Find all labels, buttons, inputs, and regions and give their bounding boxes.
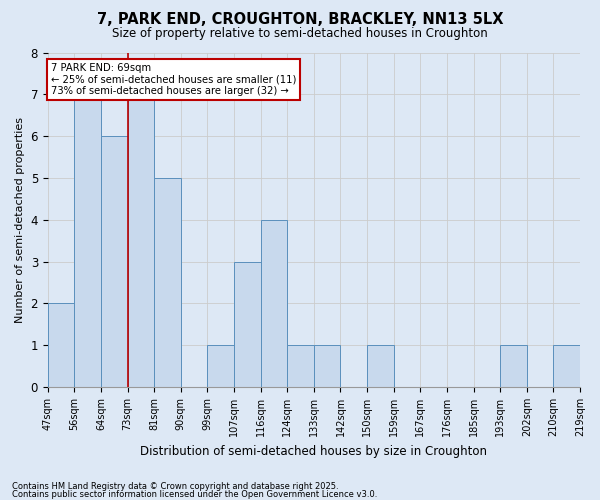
- Bar: [260, 220, 287, 387]
- Bar: [367, 345, 394, 387]
- Bar: [553, 345, 580, 387]
- Text: 7 PARK END: 69sqm
← 25% of semi-detached houses are smaller (11)
73% of semi-det: 7 PARK END: 69sqm ← 25% of semi-detached…: [51, 63, 296, 96]
- Bar: [234, 262, 260, 387]
- Bar: [500, 345, 527, 387]
- Text: Contains HM Land Registry data © Crown copyright and database right 2025.: Contains HM Land Registry data © Crown c…: [12, 482, 338, 491]
- X-axis label: Distribution of semi-detached houses by size in Croughton: Distribution of semi-detached houses by …: [140, 444, 487, 458]
- Bar: [74, 94, 101, 387]
- Text: Contains public sector information licensed under the Open Government Licence v3: Contains public sector information licen…: [12, 490, 377, 499]
- Bar: [128, 94, 154, 387]
- Bar: [101, 136, 128, 387]
- Text: Size of property relative to semi-detached houses in Croughton: Size of property relative to semi-detach…: [112, 28, 488, 40]
- Bar: [208, 345, 234, 387]
- Text: 7, PARK END, CROUGHTON, BRACKLEY, NN13 5LX: 7, PARK END, CROUGHTON, BRACKLEY, NN13 5…: [97, 12, 503, 28]
- Y-axis label: Number of semi-detached properties: Number of semi-detached properties: [15, 117, 25, 323]
- Bar: [48, 304, 74, 387]
- Bar: [154, 178, 181, 387]
- Bar: [314, 345, 340, 387]
- Bar: [287, 345, 314, 387]
